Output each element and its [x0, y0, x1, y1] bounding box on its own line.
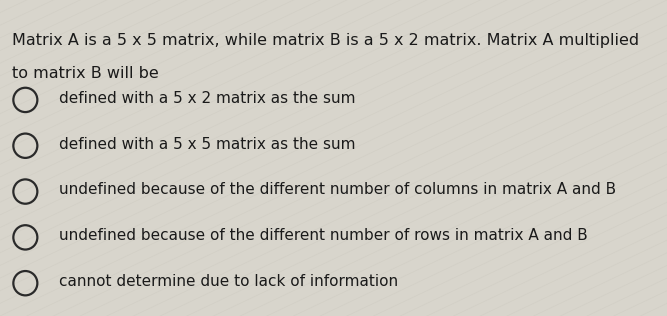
Text: cannot determine due to lack of information: cannot determine due to lack of informat… — [59, 274, 398, 289]
Text: Matrix A is a 5 x 5 matrix, while matrix B is a 5 x 2 matrix. Matrix A multiplie: Matrix A is a 5 x 5 matrix, while matrix… — [12, 33, 639, 48]
Text: to matrix B will be: to matrix B will be — [12, 66, 159, 81]
Text: defined with a 5 x 5 matrix as the sum: defined with a 5 x 5 matrix as the sum — [59, 137, 356, 152]
Text: undefined because of the different number of rows in matrix A and B: undefined because of the different numbe… — [59, 228, 588, 243]
Text: undefined because of the different number of columns in matrix A and B: undefined because of the different numbe… — [59, 182, 616, 198]
Text: defined with a 5 x 2 matrix as the sum: defined with a 5 x 2 matrix as the sum — [59, 91, 356, 106]
